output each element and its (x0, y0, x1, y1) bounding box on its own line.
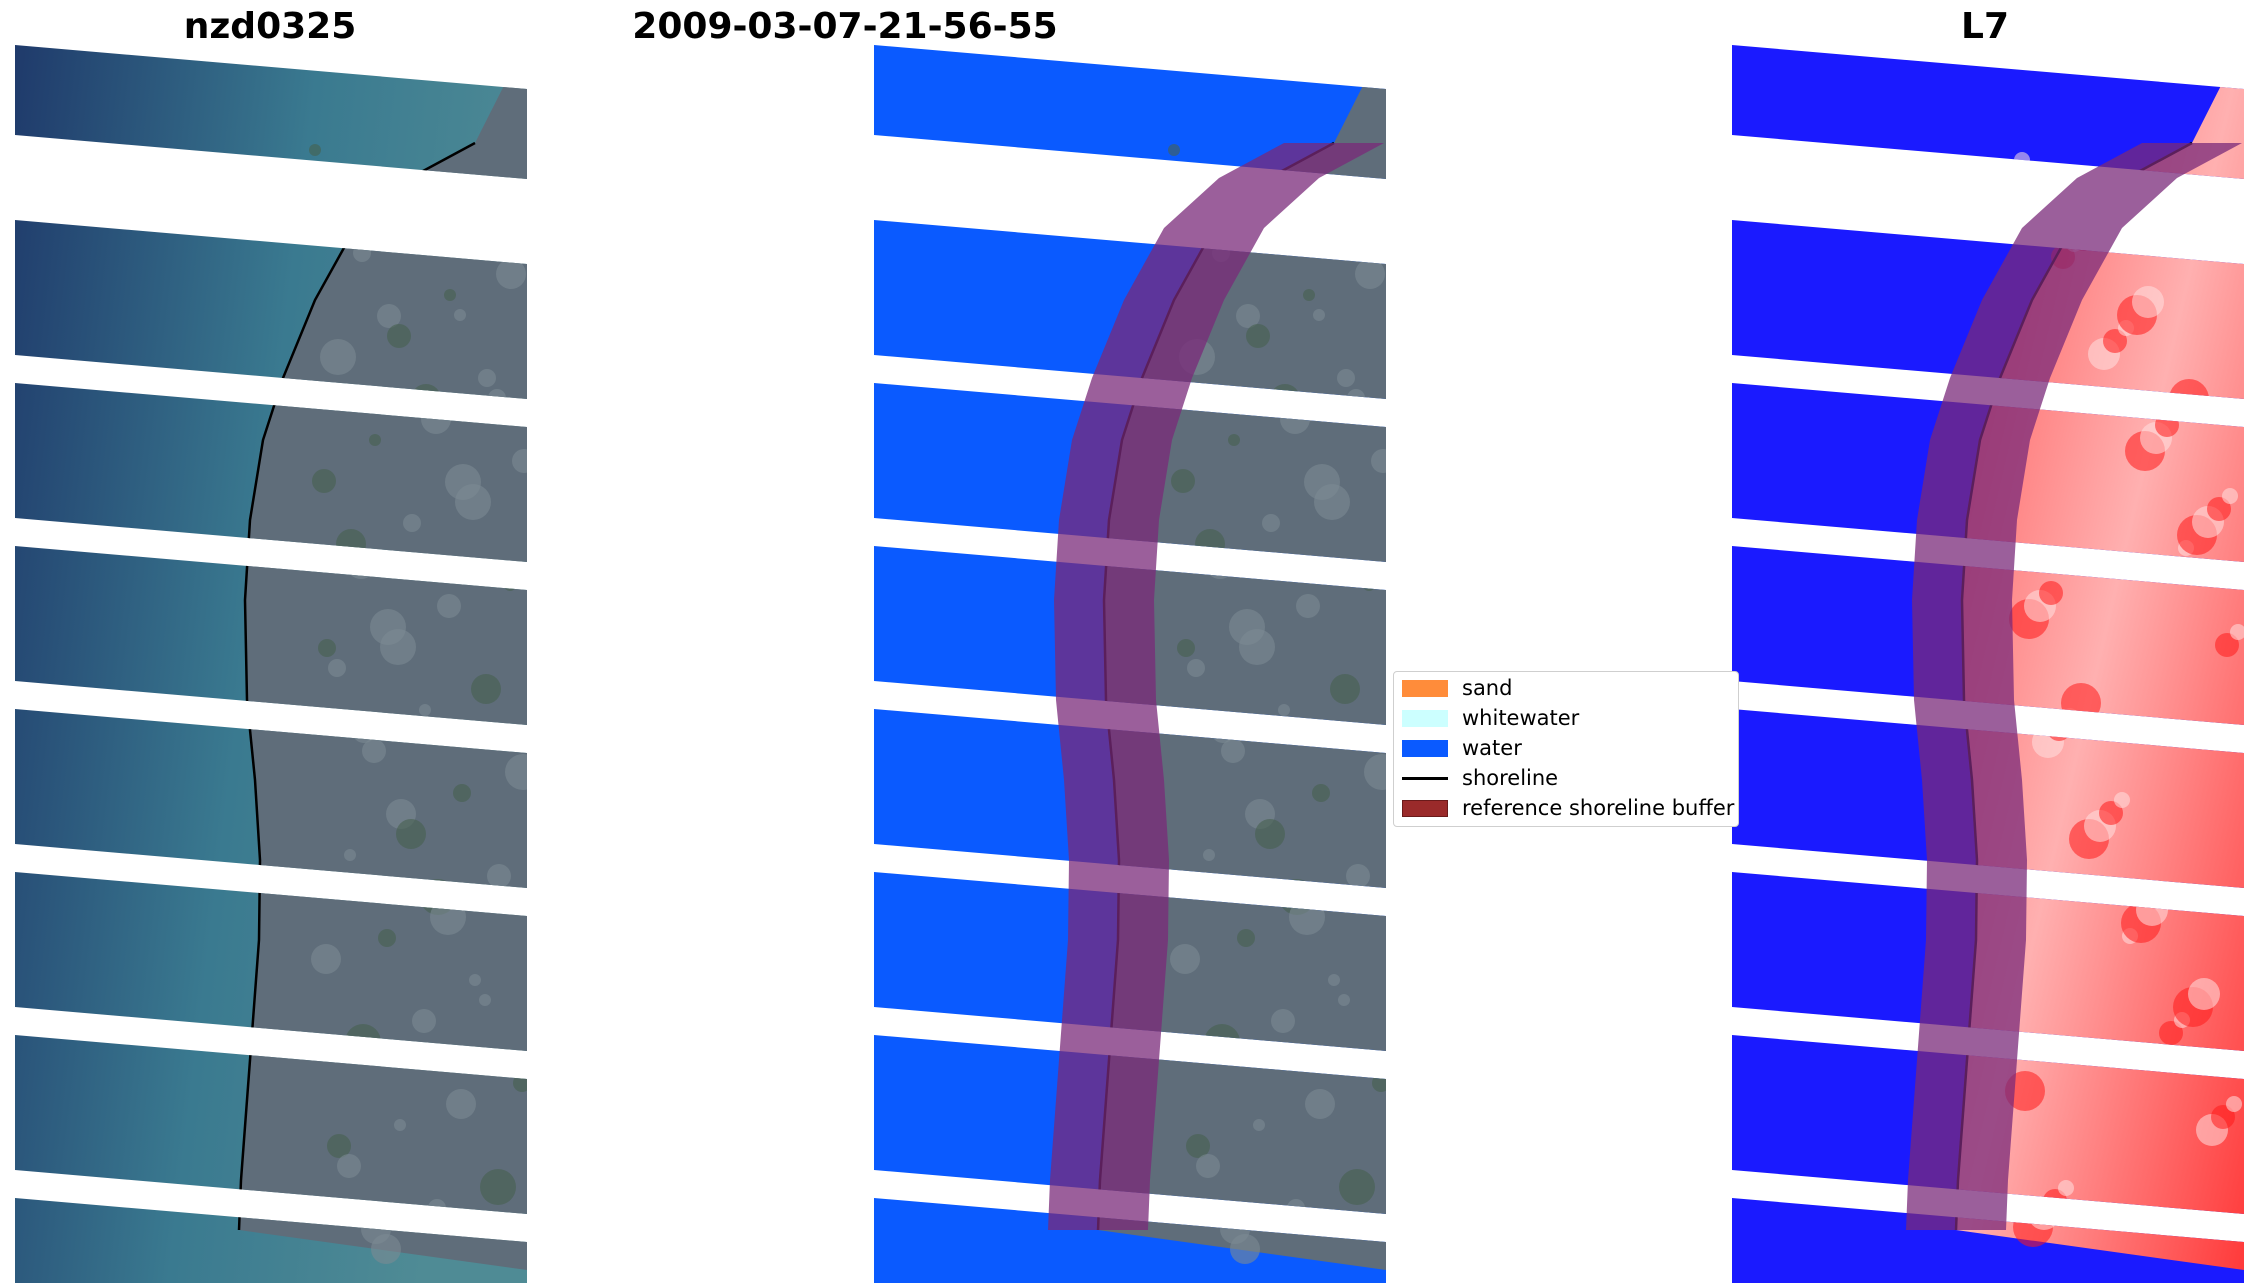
legend-item-buffer: reference shoreline buffer (1402, 793, 1734, 823)
buffer-swatch (1402, 799, 1448, 817)
reference-buffer (1906, 143, 2242, 1230)
panel-rgb: nzd0325 (0, 0, 560, 1283)
shoreline (237, 141, 476, 1231)
panel-title: nzd0325 (183, 6, 357, 47)
reference-buffer (1048, 143, 1384, 1230)
legend-label: whitewater (1462, 706, 1580, 730)
panel-index: L7 (1700, 0, 2256, 1283)
legend-item-whitewater: whitewater (1402, 703, 1579, 733)
rgb-image (15, 45, 527, 1283)
legend-item-shoreline: shoreline (1402, 763, 1558, 793)
panel-title: 2009-03-07-21-56-55 (632, 6, 1058, 47)
legend-label: sand (1462, 676, 1513, 700)
legend: sand whitewater water shoreline referenc… (1393, 671, 1739, 827)
whitewater-swatch (1402, 709, 1448, 727)
shoreline-line-swatch (1402, 776, 1448, 780)
panel-title: L7 (1961, 6, 2009, 47)
panel-classified: 2009-03-07-21-56-55 (560, 0, 1400, 1283)
legend-item-water: water (1402, 733, 1522, 763)
legend-label: water (1462, 736, 1522, 760)
legend-label: reference shoreline buffer (1462, 796, 1735, 820)
legend-item-sand: sand (1402, 673, 1512, 703)
water-swatch (1402, 739, 1448, 757)
legend-label: shoreline (1462, 766, 1559, 790)
sand-swatch (1402, 679, 1448, 697)
